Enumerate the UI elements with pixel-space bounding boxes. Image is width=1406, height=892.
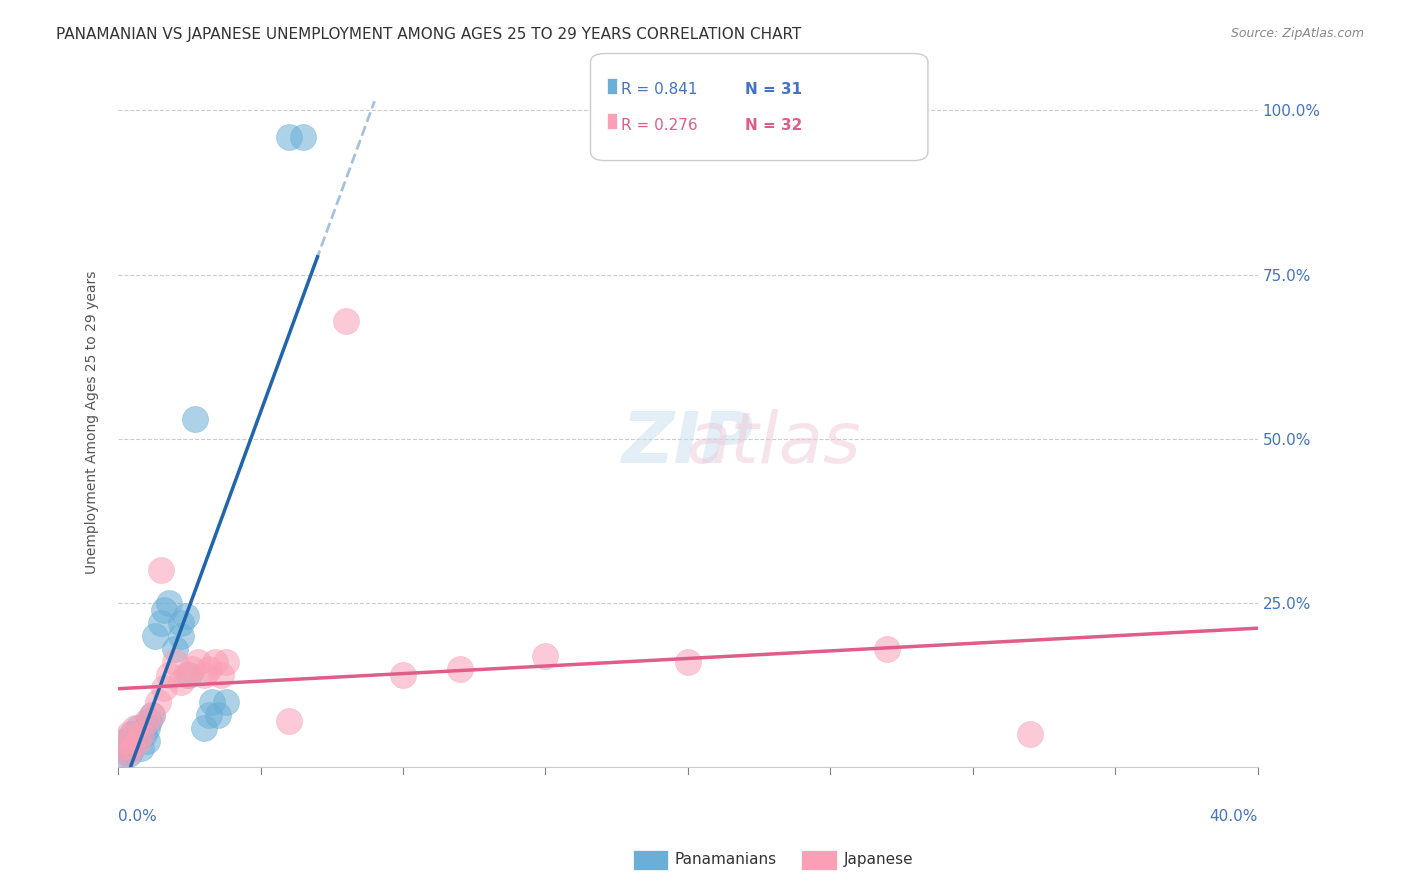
Point	[149, 563, 172, 577]
Point	[292, 129, 315, 144]
Point	[163, 642, 186, 657]
Point	[112, 740, 135, 755]
Point	[121, 740, 143, 755]
Point	[215, 655, 238, 669]
Point	[676, 655, 699, 669]
Point	[157, 596, 180, 610]
Point	[179, 668, 201, 682]
Text: 40.0%: 40.0%	[1209, 809, 1258, 823]
Point	[170, 674, 193, 689]
Point	[215, 695, 238, 709]
Y-axis label: Unemployment Among Ages 25 to 29 years: Unemployment Among Ages 25 to 29 years	[86, 270, 100, 574]
Text: 0.0%: 0.0%	[118, 809, 157, 823]
Point	[198, 662, 221, 676]
Point	[152, 681, 174, 696]
Point	[157, 668, 180, 682]
Point	[152, 602, 174, 616]
Point	[141, 707, 163, 722]
Point	[1018, 727, 1040, 741]
Point	[115, 734, 138, 748]
Point	[207, 707, 229, 722]
Point	[392, 668, 415, 682]
Point	[118, 747, 141, 761]
Point	[135, 734, 157, 748]
Text: Source: ZipAtlas.com: Source: ZipAtlas.com	[1230, 27, 1364, 40]
Point	[176, 609, 198, 624]
Point	[138, 714, 160, 729]
Point	[129, 727, 152, 741]
Point	[876, 642, 898, 657]
Text: ZIP: ZIP	[621, 409, 754, 477]
Point	[121, 727, 143, 741]
Point	[146, 695, 169, 709]
Point	[118, 727, 141, 741]
Point	[141, 707, 163, 722]
Point	[121, 740, 143, 755]
Point	[149, 615, 172, 630]
Point	[193, 668, 215, 682]
Point	[135, 721, 157, 735]
Text: Panamanians: Panamanians	[675, 853, 778, 867]
Point	[143, 629, 166, 643]
Point	[170, 629, 193, 643]
Point	[110, 747, 132, 761]
Point	[201, 695, 224, 709]
Point	[129, 740, 152, 755]
Point	[278, 129, 301, 144]
Point	[170, 615, 193, 630]
Point	[184, 412, 207, 426]
Point	[449, 662, 471, 676]
Point	[335, 313, 357, 327]
Point	[534, 648, 557, 663]
Point	[278, 714, 301, 729]
Text: atlas: atlas	[686, 409, 860, 477]
Point	[112, 734, 135, 748]
Point	[124, 721, 146, 735]
Text: Japanese: Japanese	[844, 853, 914, 867]
Point	[187, 655, 209, 669]
Text: PANAMANIAN VS JAPANESE UNEMPLOYMENT AMONG AGES 25 TO 29 YEARS CORRELATION CHART: PANAMANIAN VS JAPANESE UNEMPLOYMENT AMON…	[56, 27, 801, 42]
Text: N = 31: N = 31	[745, 82, 803, 97]
Point	[176, 668, 198, 682]
Text: R = 0.841: R = 0.841	[621, 82, 697, 97]
Point	[110, 740, 132, 755]
Point	[163, 655, 186, 669]
Point	[198, 707, 221, 722]
Point	[115, 747, 138, 761]
Point	[124, 734, 146, 748]
Point	[209, 668, 232, 682]
Point	[132, 727, 155, 741]
Text: N = 32: N = 32	[745, 118, 803, 133]
Point	[181, 662, 204, 676]
Point	[204, 655, 226, 669]
Point	[127, 721, 149, 735]
Point	[193, 721, 215, 735]
Point	[127, 734, 149, 748]
Point	[135, 714, 157, 729]
Text: R = 0.276: R = 0.276	[621, 118, 697, 133]
